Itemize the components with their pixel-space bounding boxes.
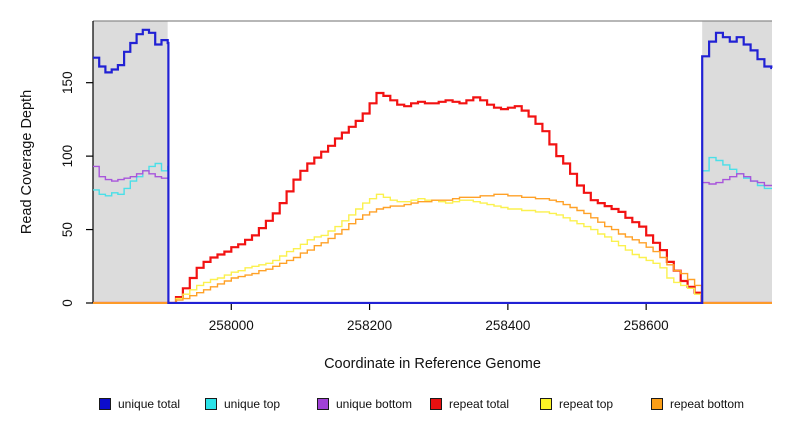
series-repeat-bottom [93, 193, 772, 304]
legend-label: repeat total [449, 397, 510, 411]
legend-swatch [540, 398, 552, 410]
x-tick-label: 258000 [209, 318, 254, 333]
legend-swatch [205, 398, 217, 410]
y-tick-label: 50 [60, 222, 75, 237]
legend-item-repeat-total: repeat total [430, 396, 509, 412]
legend-item-unique-bottom: unique bottom [317, 396, 412, 412]
legend-item-repeat-bottom: repeat bottom [651, 396, 744, 412]
legend-item-unique-total: unique total [99, 396, 180, 412]
legend-label: unique bottom [336, 397, 413, 411]
legend-swatch [651, 398, 663, 410]
legend-item-repeat-top: repeat top [540, 396, 613, 412]
series-unique-bottom [93, 165, 772, 304]
y-tick-label: 100 [60, 145, 75, 168]
legend-swatch [317, 398, 329, 410]
x-tick-label: 258600 [624, 318, 669, 333]
y-tick-label: 0 [60, 299, 75, 307]
series-unique-total [93, 28, 773, 304]
y-tick-label: 150 [60, 71, 75, 94]
series-repeat-total [93, 91, 772, 304]
legend-swatch [430, 398, 442, 410]
shaded-unique-region [93, 21, 168, 303]
y-axis-title: Read Coverage Depth [19, 89, 35, 235]
x-tick-label: 258200 [347, 318, 392, 333]
x-axis-title: Coordinate in Reference Genome [324, 356, 541, 372]
shaded-unique-region [702, 21, 772, 303]
legend-label: repeat top [559, 397, 614, 411]
legend-label: repeat bottom [670, 397, 745, 411]
legend-label: unique top [224, 397, 281, 411]
series-unique-top [93, 156, 772, 304]
legend-swatch [99, 398, 111, 410]
legend-item-unique-top: unique top [205, 396, 280, 412]
legend: unique total unique top unique bottom repea… [0, 396, 792, 418]
legend-label: unique total [118, 397, 181, 411]
x-tick-label: 258400 [485, 318, 530, 333]
series-repeat-top [93, 193, 772, 304]
